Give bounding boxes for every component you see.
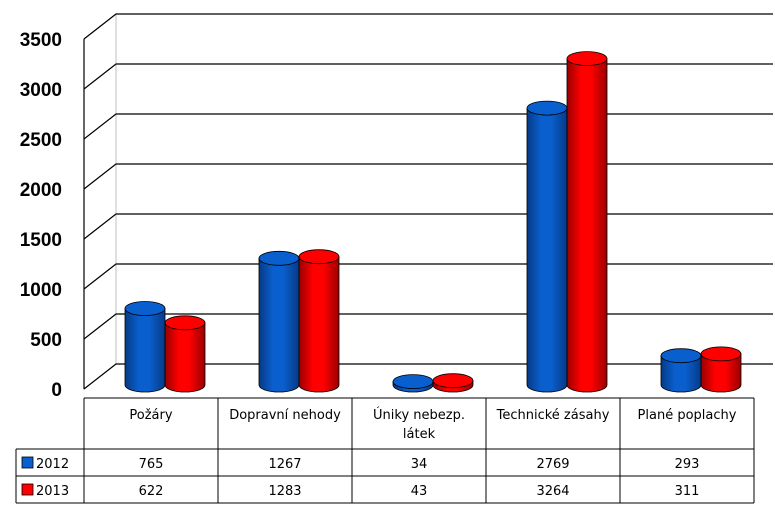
bar-body (165, 323, 205, 392)
y-tick-label: 2500 (20, 130, 62, 151)
y-tick-label: 1000 (20, 280, 62, 301)
data-label: 34 (411, 457, 428, 472)
y-tick-label: 500 (30, 330, 62, 351)
gridline (84, 14, 773, 39)
bar-2013 (299, 250, 339, 392)
bar-top (661, 349, 701, 363)
bar-body (567, 59, 607, 392)
legend-key (22, 457, 33, 468)
gridline (84, 264, 773, 289)
data-label: 622 (139, 484, 164, 499)
gridline (84, 164, 773, 189)
legend-label: 2012 (36, 457, 69, 472)
data-label: 3264 (536, 484, 569, 499)
bar-top (567, 52, 607, 66)
x-tick-label: Plané poplachy (638, 408, 737, 423)
y-tick-label: 2000 (20, 180, 62, 201)
bar-2012 (125, 302, 165, 393)
side-wall (84, 14, 116, 389)
x-tick-label: Požáry (129, 408, 172, 423)
bar-top (527, 101, 567, 115)
data-label: 311 (675, 484, 700, 499)
x-tick-label: Dopravní nehody (229, 408, 341, 423)
bar-top (299, 250, 339, 264)
bar-body (299, 257, 339, 392)
data-label: 2769 (536, 457, 569, 472)
bar-2012 (393, 375, 433, 392)
bar-2013 (165, 316, 205, 392)
gridline (84, 114, 773, 139)
chart-bars (125, 52, 741, 392)
data-table: Požáry Dopravní nehody Úniky nebezp. látek T… (16, 398, 754, 503)
data-label: 1283 (268, 484, 301, 499)
y-tick-label: 0 (51, 380, 62, 401)
bar-body (125, 309, 165, 393)
data-label: 43 (411, 484, 428, 499)
legend-key (22, 484, 33, 495)
y-tick-label: 3500 (20, 30, 62, 51)
x-tick-label: Technické zásahy (496, 408, 610, 423)
bar-2013 (701, 347, 741, 392)
gridline (84, 214, 773, 239)
bar-top (701, 347, 741, 361)
y-tick-label: 3000 (20, 80, 62, 101)
bar-2012 (661, 349, 701, 392)
data-label: 293 (675, 457, 700, 472)
bar-body (527, 108, 567, 392)
bar-2012 (527, 101, 567, 392)
data-label: 1267 (268, 457, 301, 472)
bar-top (165, 316, 205, 330)
gridline (84, 64, 773, 89)
bar-2013 (433, 374, 473, 392)
bar-top (393, 375, 433, 389)
bar-top (259, 251, 299, 265)
legend-label: 2013 (36, 484, 69, 499)
bar-2013 (567, 52, 607, 392)
y-tick-label: 1500 (20, 230, 62, 251)
bar-2012 (259, 251, 299, 392)
data-label: 765 (139, 457, 164, 472)
bar-body (259, 258, 299, 392)
bar-top (125, 302, 165, 316)
x-tick-label: Úniky nebezp. látek (373, 407, 465, 442)
chart-y-axis: 0 500 1000 1500 2000 2500 3000 3500 (20, 30, 84, 401)
bar-top (433, 374, 473, 388)
